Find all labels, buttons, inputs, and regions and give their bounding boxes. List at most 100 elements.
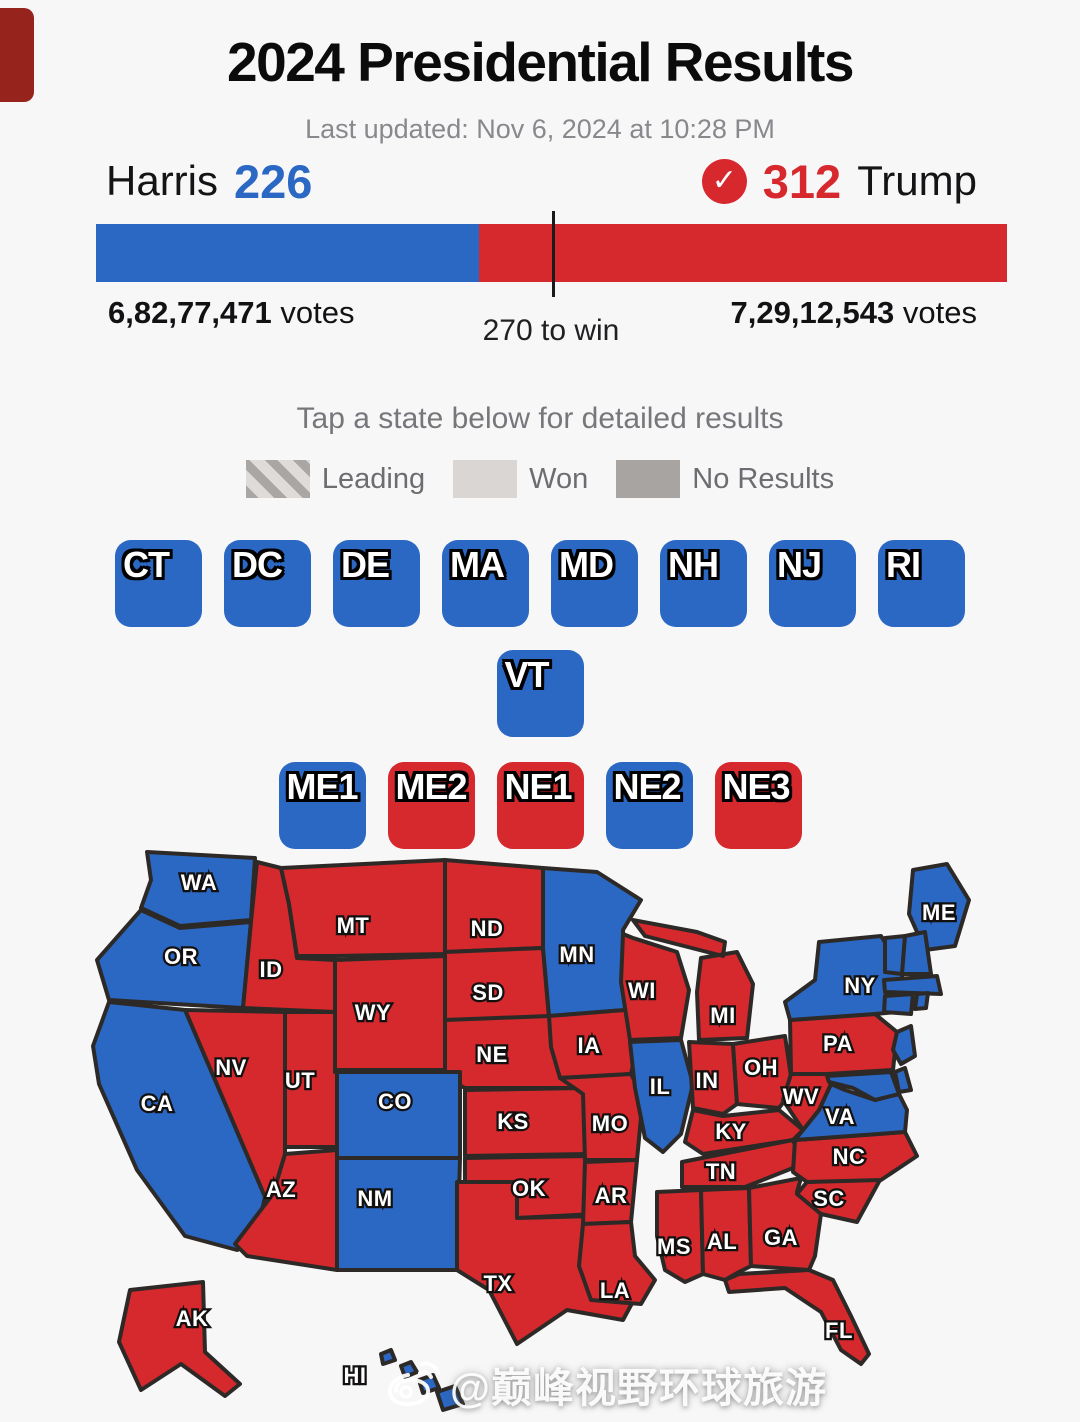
map-label-MS: MS — [657, 1234, 691, 1259]
map-label-NM: NM — [357, 1186, 392, 1211]
map-label-ND: ND — [471, 916, 504, 941]
state-CT[interactable] — [882, 992, 915, 1016]
district-square-NE1[interactable]: NE1 — [496, 762, 584, 849]
map-label-MO: MO — [592, 1111, 628, 1136]
legend-no-results: No Results — [616, 460, 834, 498]
map-label-TX: TX — [483, 1271, 512, 1296]
district-square-ME2[interactable]: ME2 — [387, 762, 475, 849]
state-FL[interactable] — [723, 1268, 871, 1366]
state-MD[interactable] — [825, 1070, 901, 1102]
state-MI[interactable] — [631, 918, 755, 1042]
map-label-IN: IN — [696, 1068, 719, 1093]
harris-name: Harris — [106, 157, 218, 204]
state-IL[interactable] — [628, 1038, 695, 1154]
state-RI[interactable] — [913, 991, 930, 1011]
map-label-TN: TN — [706, 1159, 736, 1184]
district-square-CT[interactable]: CT — [115, 540, 202, 627]
map-label-IA: IA — [578, 1033, 601, 1058]
map-label-NY: NY — [844, 973, 876, 998]
map-label-ID: ID — [260, 957, 283, 982]
map-label-SC: SC — [813, 1186, 845, 1211]
district-squares-row-2: VT — [0, 650, 1080, 737]
legend: Leading Won No Results — [0, 460, 1080, 498]
map-label-WV: WV — [783, 1084, 819, 1109]
trump-score: ✓ 312 Trump — [701, 154, 977, 209]
leading-swatch-icon — [245, 460, 310, 498]
map-label-WY: WY — [355, 1000, 391, 1025]
state-ME[interactable] — [907, 862, 971, 952]
district-square-label: DE — [341, 544, 390, 585]
state-MT[interactable] — [279, 858, 447, 958]
scoreboard: Harris 226 ✓ 312 Trump — [106, 154, 977, 209]
district-square-label: ME2 — [395, 766, 468, 807]
harris-score: Harris 226 — [106, 154, 312, 209]
district-square-NE3[interactable]: NE3 — [714, 762, 802, 849]
state-LA[interactable] — [577, 1220, 657, 1306]
state-NH[interactable] — [900, 930, 933, 976]
state-MA[interactable] — [882, 974, 943, 996]
map-label-AK: AK — [176, 1306, 209, 1331]
district-square-label: ME1 — [286, 766, 359, 807]
trump-popular-votes: 7,29,12,543 votes — [730, 295, 978, 330]
corner-red-box — [0, 8, 34, 102]
map-label-AZ: AZ — [266, 1177, 296, 1202]
district-squares-row-1: CT DC DE MA MD NH NJ RI — [0, 540, 1080, 627]
trump-electoral-votes: 312 — [762, 154, 842, 208]
watermark-handle: @巅峰视野环球旅游 — [450, 1365, 827, 1411]
district-square-DE[interactable]: DE — [333, 540, 420, 627]
threshold-label: 270 to win — [482, 314, 620, 347]
map-label-LA: LA — [600, 1278, 630, 1303]
map-label-VA: VA — [825, 1104, 855, 1129]
district-square-label: MD — [559, 544, 614, 585]
map-label-NC: NC — [833, 1144, 866, 1169]
district-square-label: NJ — [777, 544, 822, 585]
district-square-ME1[interactable]: ME1 — [278, 762, 366, 849]
district-square-MA[interactable]: MA — [442, 540, 529, 627]
state-TN[interactable] — [680, 1138, 805, 1189]
harris-bar-segment — [96, 224, 479, 282]
state-CO[interactable] — [335, 1070, 462, 1160]
last-updated-text: Last updated: Nov 6, 2024 at 10:28 PM — [305, 114, 775, 144]
district-square-label: NE2 — [613, 766, 682, 807]
trump-bar-segment — [478, 224, 1007, 282]
state-CA[interactable] — [91, 1000, 267, 1252]
us-map: WA OR ID MT WY ND SD MN NE CO UT NV CA AZ NM KS OK TX IA MO… — [85, 842, 1005, 1417]
map-label-OH: OH — [744, 1055, 778, 1080]
map-label-ME: ME — [922, 900, 956, 925]
map-label-WA: WA — [181, 870, 217, 895]
map-label-MN: MN — [559, 942, 594, 967]
map-label-NE: NE — [476, 1042, 508, 1067]
weibo-icon — [387, 1361, 440, 1407]
map-label-IL: IL — [650, 1074, 671, 1099]
map-label-OK: OK — [512, 1176, 546, 1201]
no-results-swatch-icon — [616, 460, 681, 498]
district-squares-row-3: ME1 ME2 NE1 NE2 NE3 — [0, 762, 1080, 849]
map-label-KY: KY — [715, 1119, 747, 1144]
district-square-MD[interactable]: MD — [551, 540, 638, 627]
district-square-label: NH — [668, 544, 719, 585]
map-label-SD: SD — [472, 980, 504, 1005]
won-swatch-icon — [453, 460, 518, 498]
district-square-label: DC — [232, 544, 283, 585]
map-label-PA: PA — [823, 1031, 853, 1056]
district-square-NJ[interactable]: NJ — [769, 540, 856, 627]
state-HI[interactable] — [379, 1348, 465, 1412]
map-label-UT: UT — [285, 1068, 315, 1093]
state-IN[interactable] — [687, 1040, 739, 1116]
district-square-NE2[interactable]: NE2 — [605, 762, 693, 849]
state-AK[interactable] — [117, 1280, 242, 1398]
district-square-NH[interactable]: NH — [660, 540, 747, 627]
district-square-RI[interactable]: RI — [878, 540, 965, 627]
map-label-MT: MT — [337, 913, 370, 938]
winner-check-icon: ✓ — [701, 158, 747, 204]
map-label-KS: KS — [497, 1109, 529, 1134]
district-square-VT[interactable]: VT — [496, 650, 584, 737]
district-square-DC[interactable]: DC — [224, 540, 311, 627]
map-label-AR: AR — [595, 1183, 628, 1208]
state-NM[interactable] — [335, 1156, 462, 1272]
harris-electoral-votes: 226 — [234, 154, 313, 208]
state-WI[interactable] — [619, 932, 691, 1042]
state-NJ[interactable] — [891, 1024, 917, 1066]
270-threshold-tick — [552, 211, 556, 297]
